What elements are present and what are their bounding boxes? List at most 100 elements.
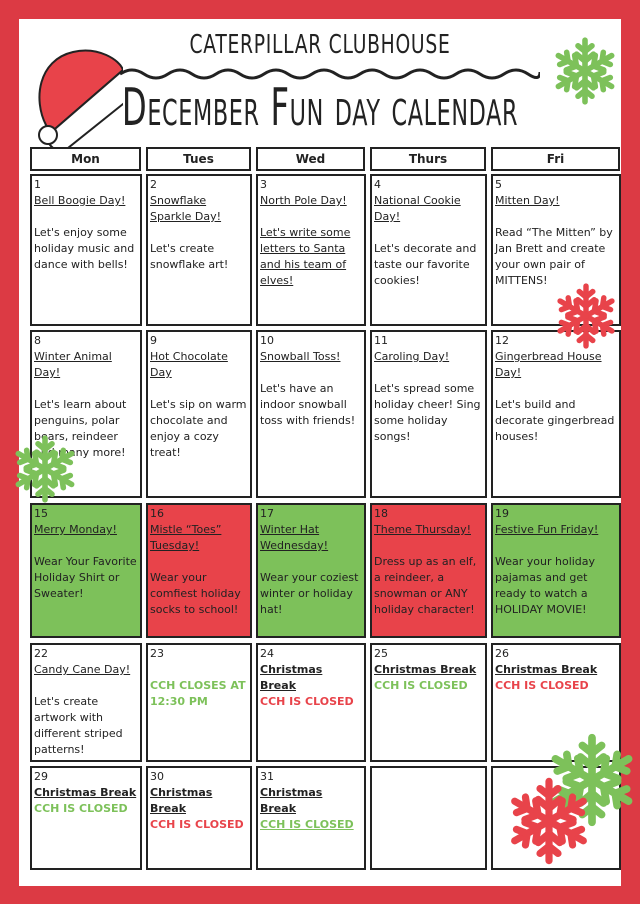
event-description: Let's create artwork with different stri…	[34, 695, 123, 756]
closure-note: CCH IS CLOSED	[495, 679, 589, 692]
break-label: Christmas Break	[34, 786, 137, 799]
day-number: 19	[495, 507, 509, 520]
event-description: Let's build and decorate gingerbread hou…	[495, 398, 615, 443]
page-title: December Fun day calendar	[121, 78, 519, 138]
event-title: Candy Cane Day!	[34, 663, 131, 676]
empty-day-cell	[491, 766, 621, 870]
event-title: Hot Chocolate Day	[150, 350, 228, 379]
event-title: Gingerbread House Day!	[495, 350, 602, 379]
day-cell-30: 30 Christmas Break CCH IS CLOSED	[146, 766, 252, 870]
weekday-header-thurs: Thurs	[370, 147, 486, 171]
weekday-header-tues: Tues	[146, 147, 251, 171]
event-title: Winter Animal Day!	[34, 350, 112, 379]
empty-day-cell	[370, 766, 487, 870]
day-cell-22: 22 Candy Cane Day! Let's create artwork wi…	[30, 643, 142, 762]
day-number: 8	[34, 334, 41, 347]
day-cell-19: 19 Festive Fun Friday! Wear your holiday p…	[491, 503, 621, 638]
event-title: North Pole Day!	[260, 194, 347, 207]
event-title: Merry Monday!	[34, 523, 117, 536]
day-cell-25: 25 Christmas Break CCH IS CLOSED	[370, 643, 487, 762]
event-description: Let's have an indoor snowball toss with …	[260, 382, 356, 427]
day-cell-17: 17 Winter Hat Wednesday! Wear your coziest…	[256, 503, 366, 638]
day-cell-16: 16 Mistle “Toes” Tuesday! Wear your comfie…	[146, 503, 252, 638]
event-description: Let's learn about penguins, polar bears,…	[34, 398, 127, 459]
day-cell-15: 15 Merry Monday! Wear Your Favorite Holida…	[30, 503, 142, 638]
day-number: 29	[34, 770, 48, 783]
day-cell-10: 10 Snowball Toss! Let's have an indoor sno…	[256, 330, 366, 498]
day-number: 4	[374, 178, 381, 191]
event-description: Wear your coziest winter or holiday hat!	[260, 571, 359, 616]
day-number: 25	[374, 647, 388, 660]
break-label: Christmas Break	[150, 786, 213, 815]
day-cell-23: 23 CCH CLOSES AT 12:30 PM	[146, 643, 252, 762]
day-number: 12	[495, 334, 509, 347]
day-number: 31	[260, 770, 274, 783]
day-number: 1	[34, 178, 41, 191]
event-title: Winter Hat Wednesday!	[260, 523, 329, 552]
day-number: 10	[260, 334, 274, 347]
weekday-header-fri: Fri	[491, 147, 620, 171]
day-number: 2	[150, 178, 157, 191]
closure-note: CCH CLOSES AT 12:30 PM	[150, 679, 246, 708]
event-title: Mitten Day!	[495, 194, 560, 207]
day-number: 3	[260, 178, 267, 191]
day-cell-11: 11 Caroling Day! Let's spread some holiday…	[370, 330, 487, 498]
day-cell-3: 3 North Pole Day! Let's write some letters…	[256, 174, 366, 326]
break-label: Christmas Break	[495, 663, 598, 676]
event-description: Wear Your Favorite Holiday Shirt or Swea…	[34, 555, 137, 600]
day-cell-29: 29 Christmas Break CCH IS CLOSED	[30, 766, 142, 870]
event-title: Caroling Day!	[374, 350, 450, 363]
event-description: Let's create snowflake art!	[150, 242, 229, 271]
day-number: 15	[34, 507, 48, 520]
closure-note: CCH IS CLOSED	[374, 679, 468, 692]
day-cell-12: 12 Gingerbread House Day! Let's build and …	[491, 330, 621, 498]
day-cell-26: 26 Christmas Break CCH IS CLOSED	[491, 643, 621, 762]
day-cell-24: 24 Christmas Break CCH IS CLOSED	[256, 643, 366, 762]
day-number: 23	[150, 647, 164, 660]
event-title: Festive Fun Friday!	[495, 523, 599, 536]
break-label: Christmas Break	[260, 786, 323, 815]
event-description: Wear your comfiest holiday socks to scho…	[150, 571, 241, 616]
day-number: 30	[150, 770, 164, 783]
break-label: Christmas Break	[374, 663, 477, 676]
event-description: Dress up as an elf, a reindeer, a snowma…	[374, 555, 477, 616]
event-description: Read “The Mitten” by Jan Brett and creat…	[495, 226, 613, 287]
event-title: Bell Boogie Day!	[34, 194, 126, 207]
event-description: Let's sip on warm chocolate and enjoy a …	[150, 398, 247, 459]
day-number: 9	[150, 334, 157, 347]
day-cell-9: 9 Hot Chocolate Day Let's sip on warm choc…	[146, 330, 252, 498]
event-description: Wear your holiday pajamas and get ready …	[495, 555, 596, 616]
weekday-header-mon: Mon	[30, 147, 141, 171]
day-cell-5: 5 Mitten Day! Read “The Mitten” by Jan Bre…	[491, 174, 621, 326]
event-title: Snowball Toss!	[260, 350, 341, 363]
closure-note: CCH IS CLOSED	[150, 818, 244, 831]
day-cell-1: 1 Bell Boogie Day! Let's enjoy some holida…	[30, 174, 142, 326]
event-title: Theme Thursday!	[374, 523, 471, 536]
santa-hat-icon	[38, 49, 123, 150]
wavy-divider	[120, 68, 540, 80]
day-number: 5	[495, 178, 502, 191]
event-title: Mistle “Toes” Tuesday!	[150, 523, 222, 552]
day-cell-8: 8 Winter Animal Day! Let's learn about pen…	[30, 330, 142, 498]
weekday-header-wed: Wed	[256, 147, 365, 171]
day-number: 11	[374, 334, 388, 347]
event-title: National Cookie Day!	[374, 194, 461, 223]
day-number: 18	[374, 507, 388, 520]
day-number: 16	[150, 507, 164, 520]
day-number: 24	[260, 647, 274, 660]
closure-note: CCH IS CLOSED	[260, 818, 354, 831]
event-description: Let's enjoy some holiday music and dance…	[34, 226, 135, 271]
event-title: Snowflake Sparkle Day!	[150, 194, 222, 223]
organization-name: CATERPILLAR CLUBHOUSE	[189, 30, 451, 60]
event-description: Let's spread some holiday cheer! Sing so…	[374, 382, 481, 443]
day-cell-18: 18 Theme Thursday! Dress up as an elf, a r…	[370, 503, 487, 638]
day-number: 22	[34, 647, 48, 660]
day-cell-2: 2 Snowflake Sparkle Day! Let's create snow…	[146, 174, 252, 326]
day-cell-4: 4 National Cookie Day! Let's decorate and …	[370, 174, 487, 326]
event-description: Let's write some letters to Santa and hi…	[260, 226, 351, 287]
day-number: 26	[495, 647, 509, 660]
event-description: Let's decorate and taste our favorite co…	[374, 242, 477, 287]
day-number: 17	[260, 507, 274, 520]
closure-note: CCH IS CLOSED	[34, 802, 128, 815]
break-label: Christmas Break	[260, 663, 323, 692]
